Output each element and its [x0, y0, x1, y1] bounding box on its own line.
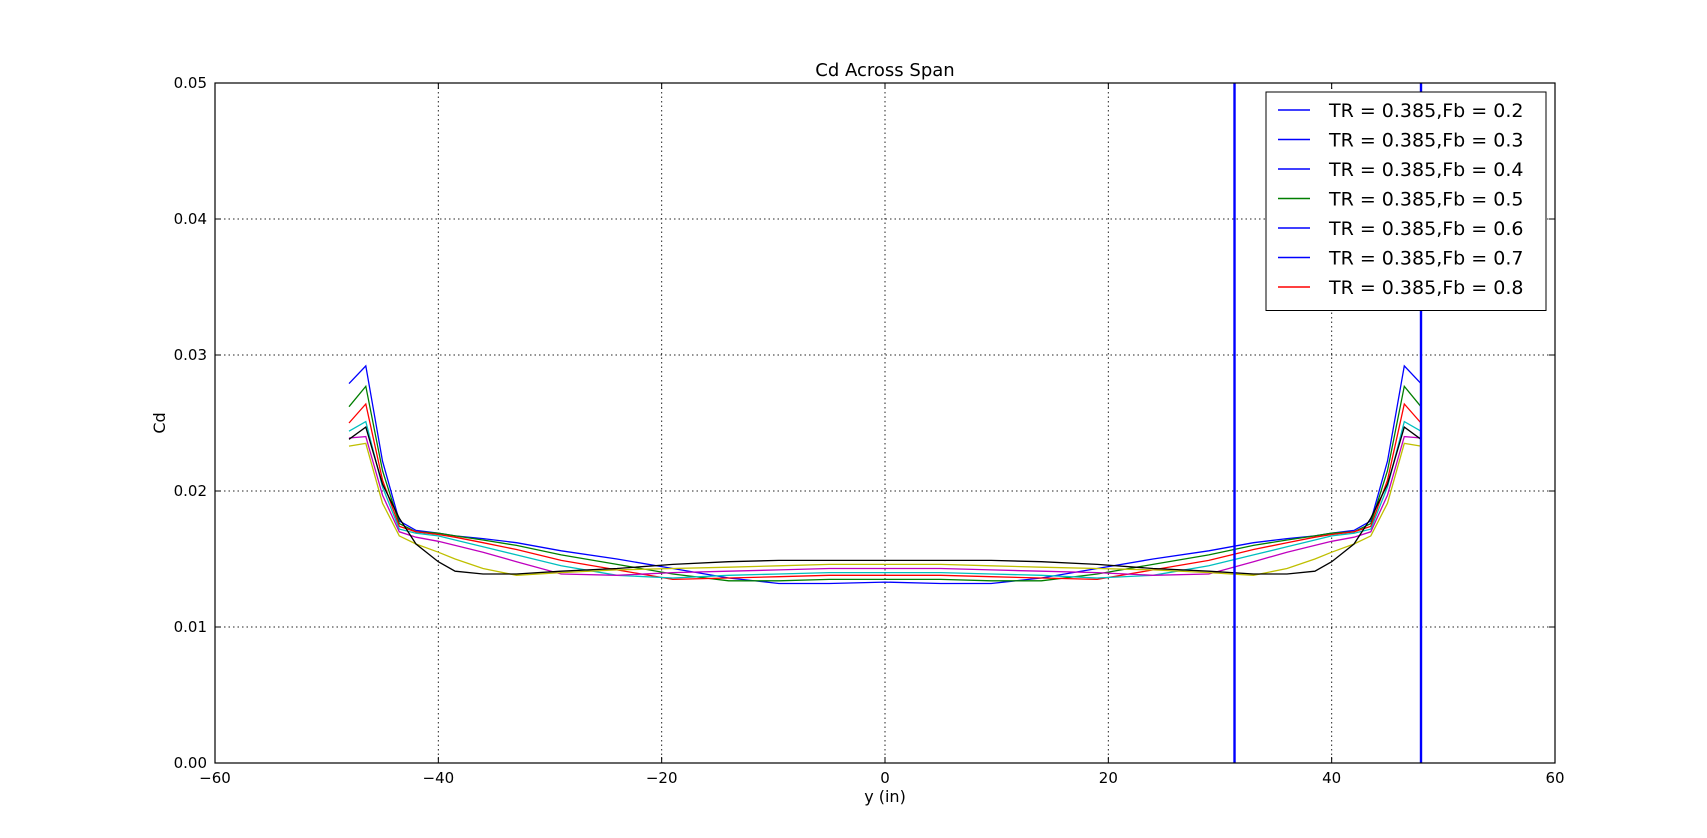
- x-tick-label: −40: [423, 769, 455, 787]
- series-layer: [348, 364, 1422, 585]
- series-line-3: [348, 402, 1422, 581]
- legend: TR = 0.385,Fb = 0.2 TR = 0.385,Fb = 0.3 TR…: [1265, 91, 1547, 311]
- y-tick-label: 0.01: [174, 618, 207, 636]
- legend-label: TR = 0.385,Fb = 0.2: [1328, 100, 1523, 122]
- series-line-6: [348, 442, 1422, 576]
- x-tick-label: −20: [646, 769, 678, 787]
- legend-box: [1265, 91, 1547, 311]
- legend-label: TR = 0.385,Fb = 0.5: [1328, 189, 1523, 211]
- chart-title: Cd Across Span: [815, 60, 954, 81]
- y-tick-label: 0.00: [174, 754, 207, 772]
- x-tick-label: 60: [1545, 769, 1564, 787]
- y-tick-label: 0.03: [174, 346, 207, 364]
- x-tick-label: −60: [199, 769, 231, 787]
- y-tick-label: 0.05: [174, 74, 207, 92]
- series-line-5: [348, 435, 1422, 576]
- legend-label: TR = 0.385,Fb = 0.3: [1328, 130, 1523, 152]
- legend-label: TR = 0.385,Fb = 0.7: [1328, 248, 1523, 270]
- x-tick-label: 40: [1322, 769, 1341, 787]
- series-line-4: [348, 420, 1422, 579]
- y-tick-label: 0.02: [174, 482, 207, 500]
- x-tick-label: 0: [880, 769, 890, 787]
- legend-label: TR = 0.385,Fb = 0.4: [1328, 159, 1523, 181]
- y-axis-title: Cd: [150, 412, 169, 433]
- series-line-2: [348, 384, 1422, 582]
- legend-label: TR = 0.385,Fb = 0.6: [1328, 218, 1523, 240]
- tick-layer: −60 −40 −20 0 20 40 60 0.00 0.01 0.02 0.03 0.04 0.05: [174, 74, 1565, 787]
- series-line-7: [348, 426, 1422, 575]
- x-axis-title: y (in): [864, 787, 906, 806]
- legend-label: TR = 0.385,Fb = 0.8: [1328, 277, 1523, 299]
- y-tick-label: 0.04: [174, 210, 207, 228]
- x-tick-label: 20: [1099, 769, 1118, 787]
